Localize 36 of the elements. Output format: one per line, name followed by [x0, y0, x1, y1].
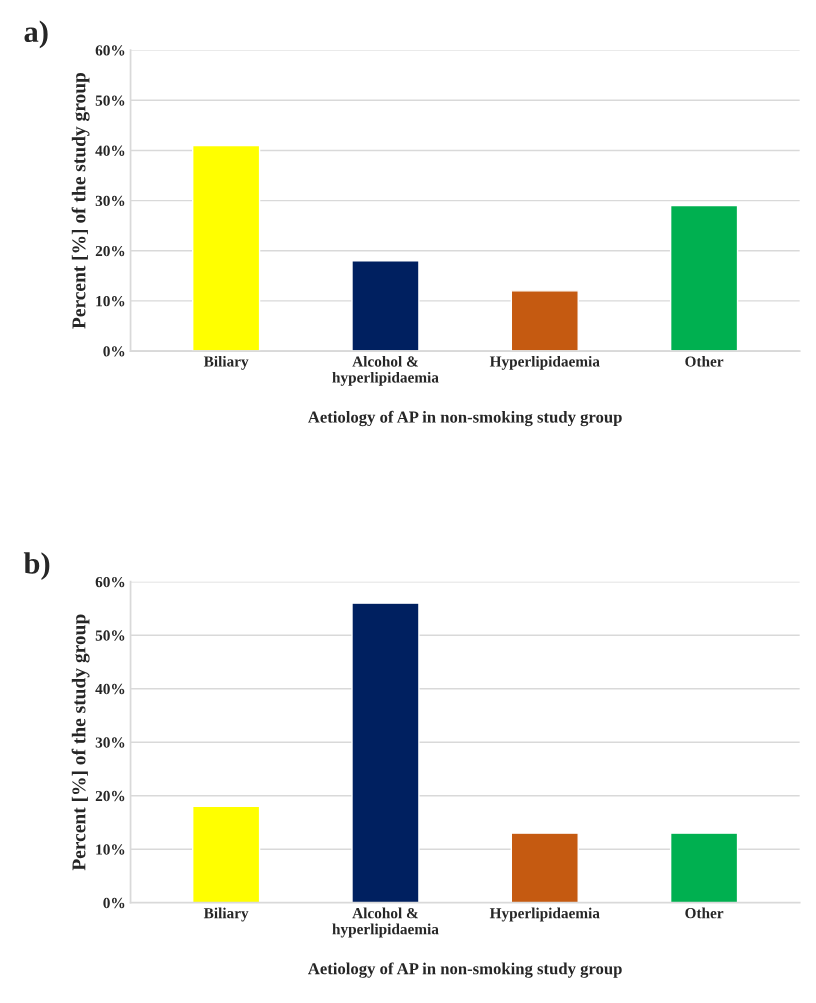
bar — [510, 832, 579, 903]
bar — [191, 805, 261, 903]
y-tick-label: 10% — [96, 296, 125, 307]
bar — [669, 204, 739, 352]
y-tick-label: 30% — [95, 737, 125, 748]
x-axis-title: Aetiology of AP in non-smoking study group — [307, 410, 622, 427]
y-tick-label: 60% — [95, 576, 125, 588]
y-tick-label: 40% — [95, 683, 125, 695]
bar — [191, 144, 261, 352]
y-axis-title: Percent [%] of the study group — [71, 614, 90, 871]
x-tick-label: Hyperlipidaemia — [489, 907, 600, 922]
y-tick-label: 10% — [96, 844, 125, 855]
y-tick-label: 20% — [95, 790, 125, 802]
y-tick-label: 20% — [95, 245, 125, 257]
bar — [351, 260, 420, 352]
x-axis-title: Aetiology of AP in non-smoking study group — [307, 962, 622, 978]
x-tick-label: Alcohol & hyperlipidaemia — [332, 907, 439, 938]
y-tick-label: 0% — [103, 346, 125, 357]
x-tick-label: Hyperlipidaemia — [489, 355, 600, 370]
bar — [351, 602, 420, 903]
y-tick-label: 0% — [103, 897, 125, 909]
x-tick-label: Alcohol & hyperlipidaemia — [332, 355, 439, 386]
y-tick-label: 50% — [95, 630, 125, 641]
x-tick-label: Other — [685, 355, 724, 367]
x-tick-label: Biliary — [203, 907, 249, 922]
chart-title: b) — [23, 552, 50, 580]
y-tick-label: 60% — [95, 45, 125, 56]
x-tick-label: Biliary — [203, 355, 249, 370]
y-tick-label: 50% — [95, 95, 125, 106]
chart-title: a) — [24, 20, 48, 49]
y-tick-label: 30% — [95, 195, 125, 207]
bar — [510, 290, 579, 352]
y-tick-label: 40% — [95, 145, 125, 156]
bar — [669, 832, 739, 903]
x-tick-label: Other — [685, 907, 724, 919]
y-axis-title: Percent [%] of the study group — [71, 72, 90, 329]
